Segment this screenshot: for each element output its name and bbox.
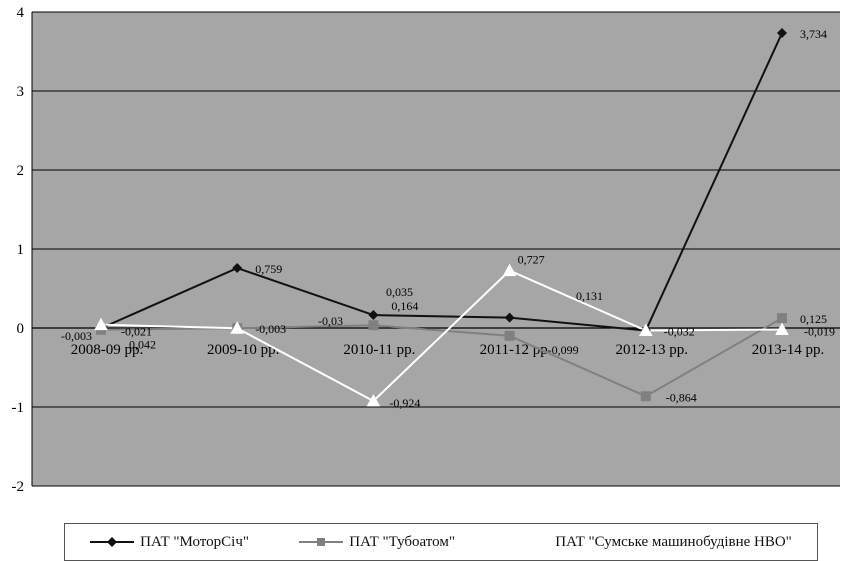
x-tick-label: 2013-14 рр. <box>752 342 825 358</box>
data-point <box>94 317 108 331</box>
triangle-line-icon <box>505 537 550 546</box>
series-lines <box>100 32 783 403</box>
data-label: 0,131 <box>576 289 603 303</box>
data-point <box>640 391 651 402</box>
x-tick-label: 2008-09 рр. <box>71 342 144 358</box>
data-label: -0,019 <box>804 325 835 339</box>
data-point <box>504 312 515 323</box>
series-markers <box>94 28 789 407</box>
legend-label-tuboatom: ПАТ "Тубоатом" <box>349 533 455 550</box>
legend-label-motorsich: ПАТ "МоторСіч" <box>140 533 249 550</box>
y-tick-label: -1 <box>12 400 25 416</box>
series-line <box>100 269 783 403</box>
data-point <box>366 393 381 407</box>
y-tick-label: 0 <box>17 321 25 337</box>
data-point <box>502 263 517 277</box>
x-tick-label: 2010-11 рр. <box>343 342 415 358</box>
data-label: -0,003 <box>255 322 286 336</box>
y-tick-label: 1 <box>17 242 25 258</box>
data-label: 0,727 <box>518 253 545 267</box>
data-point <box>232 263 243 274</box>
data-point <box>777 28 787 39</box>
square-line-icon <box>299 538 344 546</box>
data-label: -0,099 <box>548 343 579 357</box>
data-label: 0,042 <box>129 338 156 352</box>
data-point <box>775 322 789 336</box>
y-tick-label: 2 <box>17 163 25 179</box>
data-label: 0,164 <box>391 299 418 313</box>
legend-label-sumy: ПАТ "Сумське машинобудівне НВО" <box>555 533 792 550</box>
legend: ПАТ "МоторСіч" ПАТ "Тубоатом" ПАТ "Сумсь… <box>64 523 818 561</box>
x-tick-label: 2009-10 рр. <box>207 342 280 358</box>
y-tick-label: 4 <box>17 5 25 21</box>
y-tick-label: -2 <box>12 479 25 495</box>
x-tick-label: 2012-13 рр. <box>616 342 689 358</box>
data-label: 3,734 <box>800 27 827 41</box>
legend-item-motorsich: ПАТ "МоторСіч" <box>90 534 249 551</box>
data-label: -0,003 <box>61 329 92 343</box>
data-labels: -0,003 0,759 0,164 0,131 -0,032 3,734 -0,021 -0… <box>61 27 835 410</box>
data-point <box>368 310 379 321</box>
data-point <box>368 320 379 331</box>
y-axis-tick-labels: -2 -1 0 1 2 3 4 <box>12 5 25 495</box>
data-point <box>230 321 245 334</box>
data-point <box>504 330 515 341</box>
data-point <box>777 313 787 324</box>
data-label: -0,032 <box>664 325 695 339</box>
data-label: -0,864 <box>666 390 697 404</box>
data-label: 0,035 <box>386 285 413 299</box>
data-label: 0,759 <box>255 262 282 276</box>
data-label: 0,125 <box>800 312 827 326</box>
diamond-line-icon <box>90 537 135 547</box>
series-line <box>100 32 783 332</box>
data-point <box>638 323 653 337</box>
legend-item-tuboatom: ПАТ "Тубоатом" <box>299 534 455 551</box>
x-axis-tick-labels: 2008-09 рр. 2009-10 рр. 2010-11 рр. 2011-12… <box>71 342 825 358</box>
legend-item-sumy: ПАТ "Сумське машинобудівне НВО" <box>505 534 792 551</box>
y-tick-label: 3 <box>17 84 25 100</box>
data-label: -0,03 <box>318 314 343 328</box>
data-label: -0,924 <box>389 396 420 410</box>
data-label: -0,021 <box>121 325 152 339</box>
